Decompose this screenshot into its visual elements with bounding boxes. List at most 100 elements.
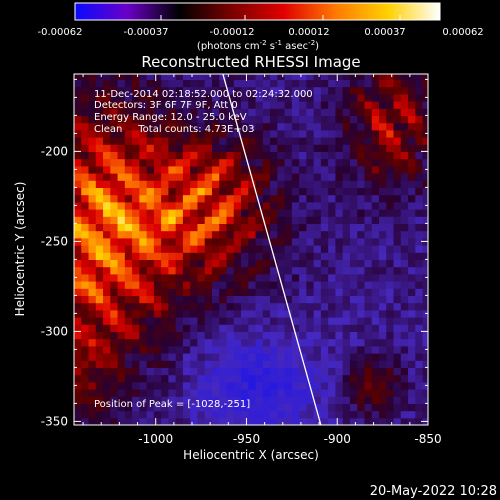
heatmap-cell xyxy=(284,360,293,368)
heatmap-cell xyxy=(320,273,329,282)
heatmap-cell xyxy=(95,230,104,239)
heatmap-cell xyxy=(277,216,286,224)
heatmap-cell xyxy=(400,237,409,246)
heatmap-cell xyxy=(226,266,235,275)
heatmap-cell xyxy=(204,245,213,253)
heatmap-cell xyxy=(277,353,286,361)
heatmap-cell xyxy=(328,281,337,289)
heatmap-cell xyxy=(400,417,409,425)
heatmap-cell xyxy=(400,79,409,88)
heatmap-cell xyxy=(335,230,344,239)
heatmap-cell xyxy=(241,115,249,124)
heatmap-cell xyxy=(415,338,424,347)
heatmap-cell xyxy=(132,201,140,210)
heatmap-cell xyxy=(132,237,140,246)
heatmap-cell xyxy=(103,259,111,268)
heatmap-cell xyxy=(393,144,402,152)
heatmap-cell xyxy=(204,266,213,275)
heatmap-cell xyxy=(270,389,278,397)
heatmap-cell xyxy=(408,230,416,239)
heatmap-cell xyxy=(255,151,264,160)
heatmap-cell xyxy=(95,410,104,419)
heatmap-cell xyxy=(393,281,402,289)
heatmap-cell xyxy=(422,209,428,217)
heatmap-cell xyxy=(175,137,184,145)
heatmap-cell xyxy=(241,201,249,210)
heatmap-cell xyxy=(320,108,329,116)
heatmap-cell xyxy=(226,101,235,109)
heatmap-cell xyxy=(371,389,380,397)
heatmap-cell xyxy=(110,173,119,181)
heatmap-cell xyxy=(284,74,293,80)
heatmap-cell xyxy=(241,288,249,296)
heatmap-cell xyxy=(139,129,148,138)
heatmap-cell xyxy=(270,295,278,304)
heatmap-cell xyxy=(117,230,126,239)
heatmap-cell xyxy=(241,281,249,289)
heatmap-cell xyxy=(371,374,380,383)
heatmap-cell xyxy=(306,374,315,383)
heatmap-cell xyxy=(103,115,111,124)
heatmap-cell xyxy=(255,158,264,167)
heatmap-cell xyxy=(190,353,199,361)
heatmap-cell xyxy=(182,151,191,160)
heatmap-cell xyxy=(320,331,329,340)
heatmap-cell xyxy=(270,245,278,253)
heatmap-cell xyxy=(132,245,140,253)
heatmap-cell xyxy=(153,360,162,368)
heatmap-cell xyxy=(364,374,373,383)
heatmap-cell xyxy=(270,158,278,167)
heatmap-cell xyxy=(313,374,322,383)
heatmap-cell xyxy=(357,288,366,296)
heatmap-cell xyxy=(74,144,82,152)
heatmap-cell xyxy=(103,137,111,145)
heatmap-cell xyxy=(211,79,220,88)
heatmap-cell xyxy=(182,122,191,131)
heatmap-cell xyxy=(124,223,133,232)
heatmap-cell xyxy=(146,396,155,404)
heatmap-cell xyxy=(88,223,97,232)
heatmap-cell xyxy=(349,93,358,102)
heatmap-cell xyxy=(146,237,155,246)
colorbar-tick-label: 0.00062 xyxy=(442,27,483,38)
heatmap-cell xyxy=(313,273,322,282)
heatmap-cell xyxy=(371,281,380,289)
heatmap-cell xyxy=(415,252,424,260)
heatmap-cell xyxy=(386,245,395,253)
heatmap-cell xyxy=(328,122,337,131)
heatmap-cell xyxy=(328,396,337,404)
heatmap-cell xyxy=(277,417,286,425)
heatmap-cell xyxy=(400,360,409,368)
heatmap-cell xyxy=(255,367,264,376)
heatmap-cell xyxy=(182,360,191,368)
colorbar-tick-label: -0.00062 xyxy=(38,27,83,38)
heatmap-cell xyxy=(386,281,395,289)
heatmap-cell xyxy=(328,74,337,80)
heatmap-cell xyxy=(182,129,191,138)
heatmap-cell xyxy=(226,74,235,80)
heatmap-cell xyxy=(241,417,249,425)
heatmap-cell xyxy=(357,302,366,311)
heatmap-cell xyxy=(306,396,315,404)
heatmap-cell xyxy=(335,288,344,296)
heatmap-cell xyxy=(262,410,271,419)
heatmap-cell xyxy=(219,259,228,268)
heatmap-cell xyxy=(313,367,322,376)
heatmap-cell xyxy=(182,144,191,152)
heatmap-cell xyxy=(291,389,300,397)
heatmap-cell xyxy=(408,302,416,311)
heatmap-cell xyxy=(393,309,402,318)
heatmap-cell xyxy=(190,187,199,196)
heatmap-cell xyxy=(117,417,126,425)
heatmap-cell xyxy=(364,360,373,368)
heatmap-cell xyxy=(103,144,111,152)
heatmap-cell xyxy=(161,108,169,116)
heatmap-cell xyxy=(103,194,111,203)
heatmap-cell xyxy=(349,137,358,145)
heatmap-cell xyxy=(291,180,300,188)
heatmap-cell xyxy=(81,259,90,268)
heatmap-cell xyxy=(219,389,228,397)
heatmap-cell xyxy=(88,93,97,102)
heatmap-cell xyxy=(204,237,213,246)
